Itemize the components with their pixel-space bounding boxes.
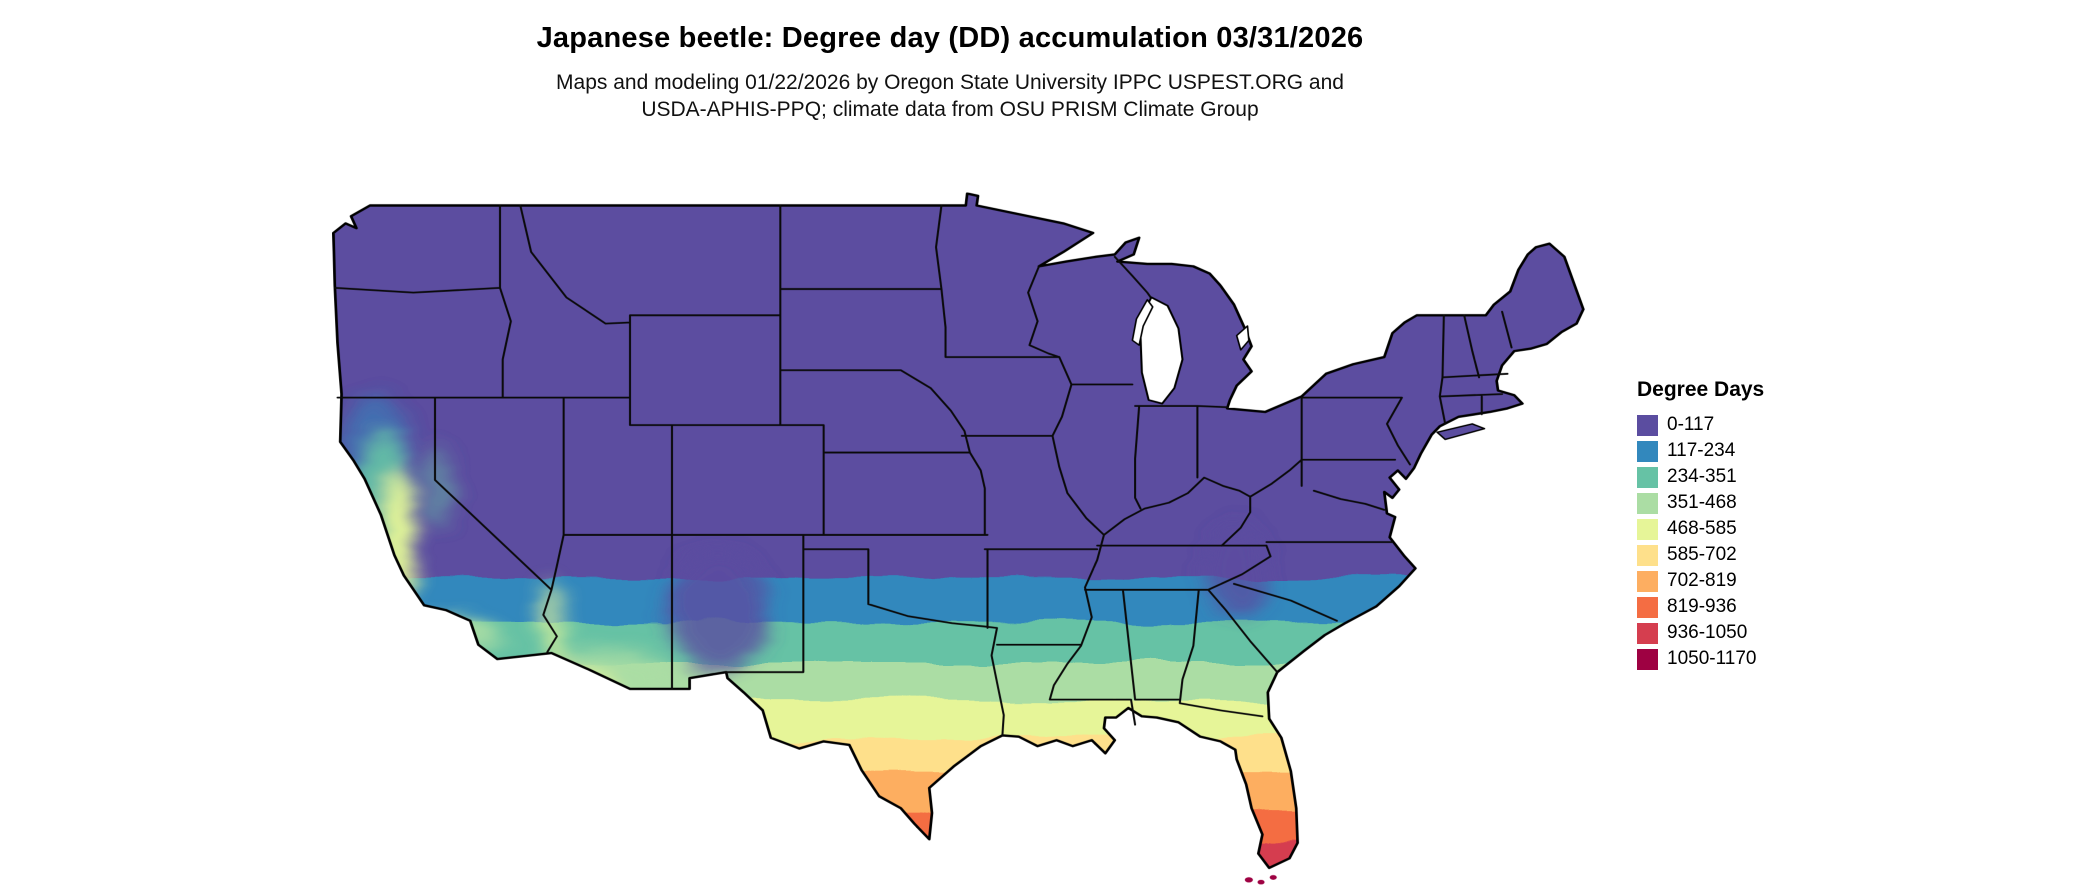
legend-item: 1050-1170 bbox=[1637, 646, 1764, 672]
legend-swatch bbox=[1637, 440, 1658, 462]
legend-rows: 0-117 117-234 234-351 351-468 468-585 58… bbox=[1637, 412, 1764, 672]
legend-label: 702-819 bbox=[1667, 570, 1737, 591]
legend-item: 819-936 bbox=[1637, 594, 1764, 620]
legend-item: 234-351 bbox=[1637, 464, 1764, 490]
map-legend: Degree Days 0-117 117-234 234-351 351-46… bbox=[1637, 378, 1764, 672]
map-subtitle: Maps and modeling 01/22/2026 by Oregon S… bbox=[0, 69, 1900, 124]
legend-item: 936-1050 bbox=[1637, 620, 1764, 646]
legend-swatch bbox=[1637, 596, 1658, 618]
map-subtitle-line1: Maps and modeling 01/22/2026 by Oregon S… bbox=[556, 71, 1344, 94]
legend-label: 351-468 bbox=[1667, 492, 1737, 513]
legend-label: 585-702 bbox=[1667, 544, 1737, 565]
legend-swatch bbox=[1637, 570, 1658, 592]
legend-swatch bbox=[1637, 544, 1658, 566]
legend-label: 234-351 bbox=[1667, 466, 1737, 487]
legend-item: 468-585 bbox=[1637, 516, 1764, 542]
legend-title: Degree Days bbox=[1637, 378, 1765, 401]
map-subtitle-line2: USDA-APHIS-PPQ; climate data from OSU PR… bbox=[641, 98, 1259, 122]
legend-swatch bbox=[1637, 492, 1658, 514]
legend-label: 117-234 bbox=[1667, 440, 1736, 461]
state-borders bbox=[333, 204, 1513, 737]
legend-label: 468-585 bbox=[1667, 518, 1737, 539]
saginaw-bay bbox=[1235, 325, 1250, 351]
us-degree-day-map bbox=[332, 192, 1585, 885]
florida-keys bbox=[1244, 875, 1277, 885]
legend-item: 0-117 bbox=[1637, 412, 1764, 438]
legend-swatch bbox=[1637, 414, 1658, 436]
legend-label: 819-936 bbox=[1667, 596, 1737, 617]
green-bay bbox=[1131, 299, 1154, 346]
legend-label: 0-117 bbox=[1667, 414, 1715, 435]
legend-swatch bbox=[1637, 466, 1658, 488]
legend-item: 117-234 bbox=[1637, 438, 1764, 464]
map-title: Japanese beetle: Degree day (DD) accumul… bbox=[536, 22, 1364, 54]
legend-swatch bbox=[1637, 518, 1658, 540]
legend-swatch bbox=[1637, 622, 1658, 644]
long-island bbox=[1436, 423, 1486, 441]
legend-swatch bbox=[1637, 648, 1658, 670]
figure-header: Japanese beetle: Degree day (DD) accumul… bbox=[0, 22, 1900, 124]
legend-item: 585-702 bbox=[1637, 542, 1764, 568]
legend-item: 702-819 bbox=[1637, 568, 1764, 594]
legend-item: 351-468 bbox=[1637, 490, 1764, 516]
legend-label: 1050-1170 bbox=[1667, 648, 1757, 669]
legend-label: 936-1050 bbox=[1667, 622, 1748, 643]
